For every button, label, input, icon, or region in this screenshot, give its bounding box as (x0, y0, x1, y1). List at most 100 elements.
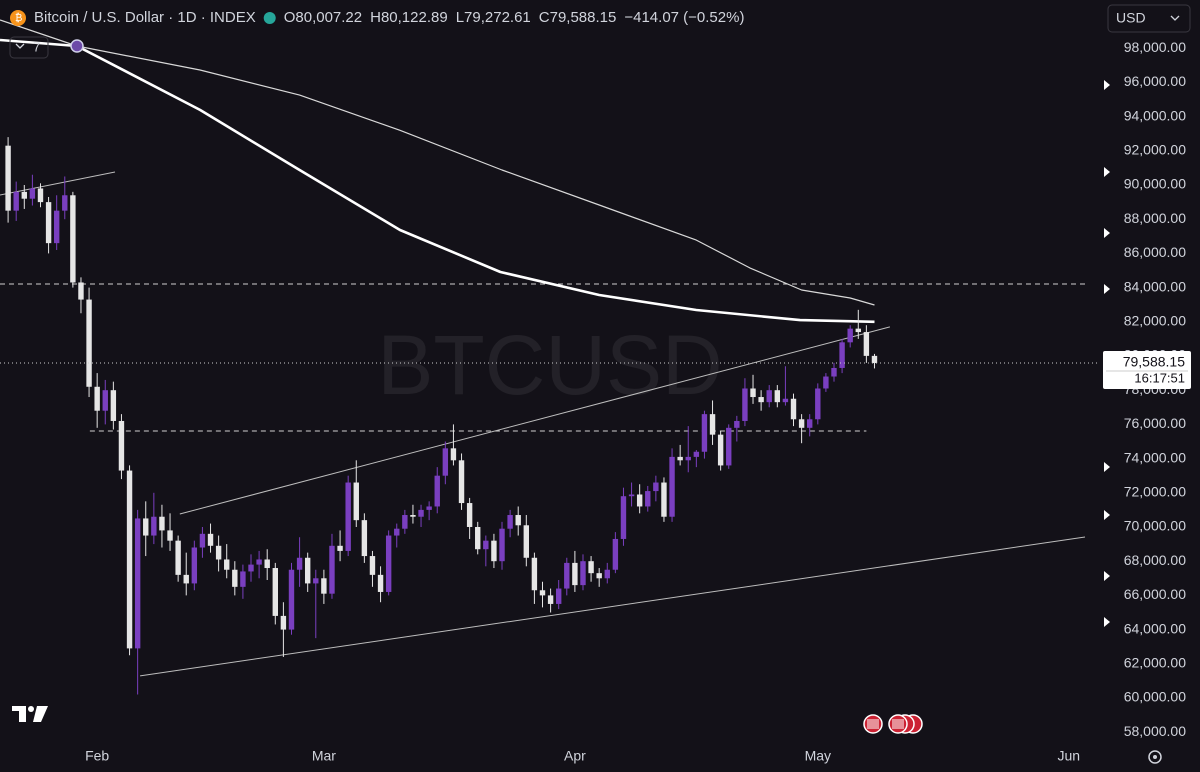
ohlc-values: O80,007.22 H80,122.89 L79,272.61 C79,588.15… (284, 9, 745, 26)
candle-body (620, 496, 627, 539)
chevron (1170, 15, 1180, 21)
moving-average (0, 19, 875, 306)
currency-button[interactable] (1107, 4, 1191, 33)
marker (1104, 284, 1110, 294)
candle-body (21, 191, 27, 199)
candle-body (693, 451, 700, 457)
candle-body (13, 191, 19, 211)
candle-body (726, 427, 732, 466)
candle-body (807, 419, 813, 428)
candle-body (240, 571, 246, 587)
candle-body (863, 332, 870, 356)
candle-body (345, 482, 351, 551)
candle-body (29, 188, 36, 199)
candle-body (871, 355, 878, 364)
candle-body (547, 595, 554, 604)
y-tick-label: 88,000.00 (1124, 210, 1186, 226)
indicator-marker (70, 39, 84, 53)
candle-body (636, 494, 643, 507)
candle-body (313, 578, 319, 584)
chevron (15, 43, 25, 49)
candle-body (434, 475, 440, 507)
candle-body (288, 569, 295, 630)
logo-part (33, 706, 48, 722)
x-tick-label: Apr (564, 748, 586, 764)
watermark: BTCUSD (377, 318, 722, 412)
candle-body (831, 367, 837, 377)
candle-body (815, 388, 821, 420)
candle-body (78, 282, 84, 300)
candle-body (191, 547, 198, 584)
candle-body (580, 561, 586, 586)
candle-body (661, 482, 667, 517)
indicator-count: 7 (33, 39, 40, 54)
settings-button[interactable] (1148, 750, 1162, 764)
candle-body (248, 564, 254, 572)
y-tick-label: 98,000.00 (1124, 39, 1186, 55)
candle-body (839, 342, 845, 368)
price-tag (1103, 351, 1191, 390)
candle-body (588, 561, 594, 574)
candle-body (280, 615, 287, 630)
coin-glyph: ₿ (15, 12, 22, 24)
marker (1104, 228, 1110, 238)
candle-body (499, 528, 505, 562)
y-tick-label: 68,000.00 (1124, 552, 1186, 568)
y-tick-label: 76,000.00 (1124, 415, 1186, 431)
y-tick-label: 64,000.00 (1124, 620, 1186, 636)
candle-body (523, 525, 530, 558)
y-tick-label: 66,000.00 (1124, 586, 1186, 602)
event-icons (863, 714, 923, 734)
candle-body (604, 569, 610, 579)
candle-body (790, 398, 797, 420)
candle-body (531, 557, 538, 591)
candle-body (507, 515, 513, 529)
candle-body (491, 540, 497, 562)
ohlc-value: H80,122.89 (370, 9, 448, 26)
candle-body (717, 434, 724, 466)
candle-body (483, 540, 489, 550)
marker (1104, 617, 1110, 627)
candle-body (475, 526, 481, 550)
symbol-title: Bitcoin / U.S. Dollar · 1D · INDEX (34, 9, 256, 26)
candle-body (402, 515, 408, 529)
candle-body (750, 388, 756, 398)
candle-body (62, 195, 68, 211)
candle-body (361, 520, 368, 557)
candle-body (126, 470, 133, 649)
candle-body (199, 533, 206, 548)
y-tick-label: 70,000.00 (1124, 518, 1186, 534)
candle-body (329, 545, 335, 594)
x-tick-label: Feb (85, 748, 109, 764)
candle-body (207, 533, 214, 546)
indicator-toggle[interactable] (9, 36, 49, 59)
candle-body (450, 448, 457, 461)
y-tick-label: 94,000.00 (1124, 107, 1186, 123)
ohlc-value: C79,588.15 (539, 9, 617, 26)
candle-body (596, 573, 602, 579)
candle-body (183, 574, 189, 584)
candle-body (734, 420, 740, 428)
candle-body (539, 590, 546, 596)
candle-body (612, 538, 619, 570)
candle-body (701, 414, 708, 452)
flag-stripes (892, 719, 904, 729)
candle-body (572, 562, 578, 586)
coin-icon (10, 10, 26, 26)
candle-body (272, 568, 278, 616)
logo-part (19, 706, 26, 722)
price-tag-label: 79,588.15 (1123, 354, 1185, 370)
candle-body (426, 506, 432, 510)
candle-body (53, 210, 60, 244)
y-tick-label: 92,000.00 (1124, 142, 1186, 158)
y-tick-label: 86,000.00 (1124, 244, 1186, 260)
candle-body (628, 494, 635, 497)
candle-body (175, 540, 181, 575)
x-tick-label: Mar (312, 748, 336, 764)
y-tick-label: 74,000.00 (1124, 449, 1186, 465)
candle-body (564, 562, 570, 589)
candle-body (215, 545, 222, 560)
y-tick-label: 82,000.00 (1124, 313, 1186, 329)
candle-body (86, 299, 92, 387)
